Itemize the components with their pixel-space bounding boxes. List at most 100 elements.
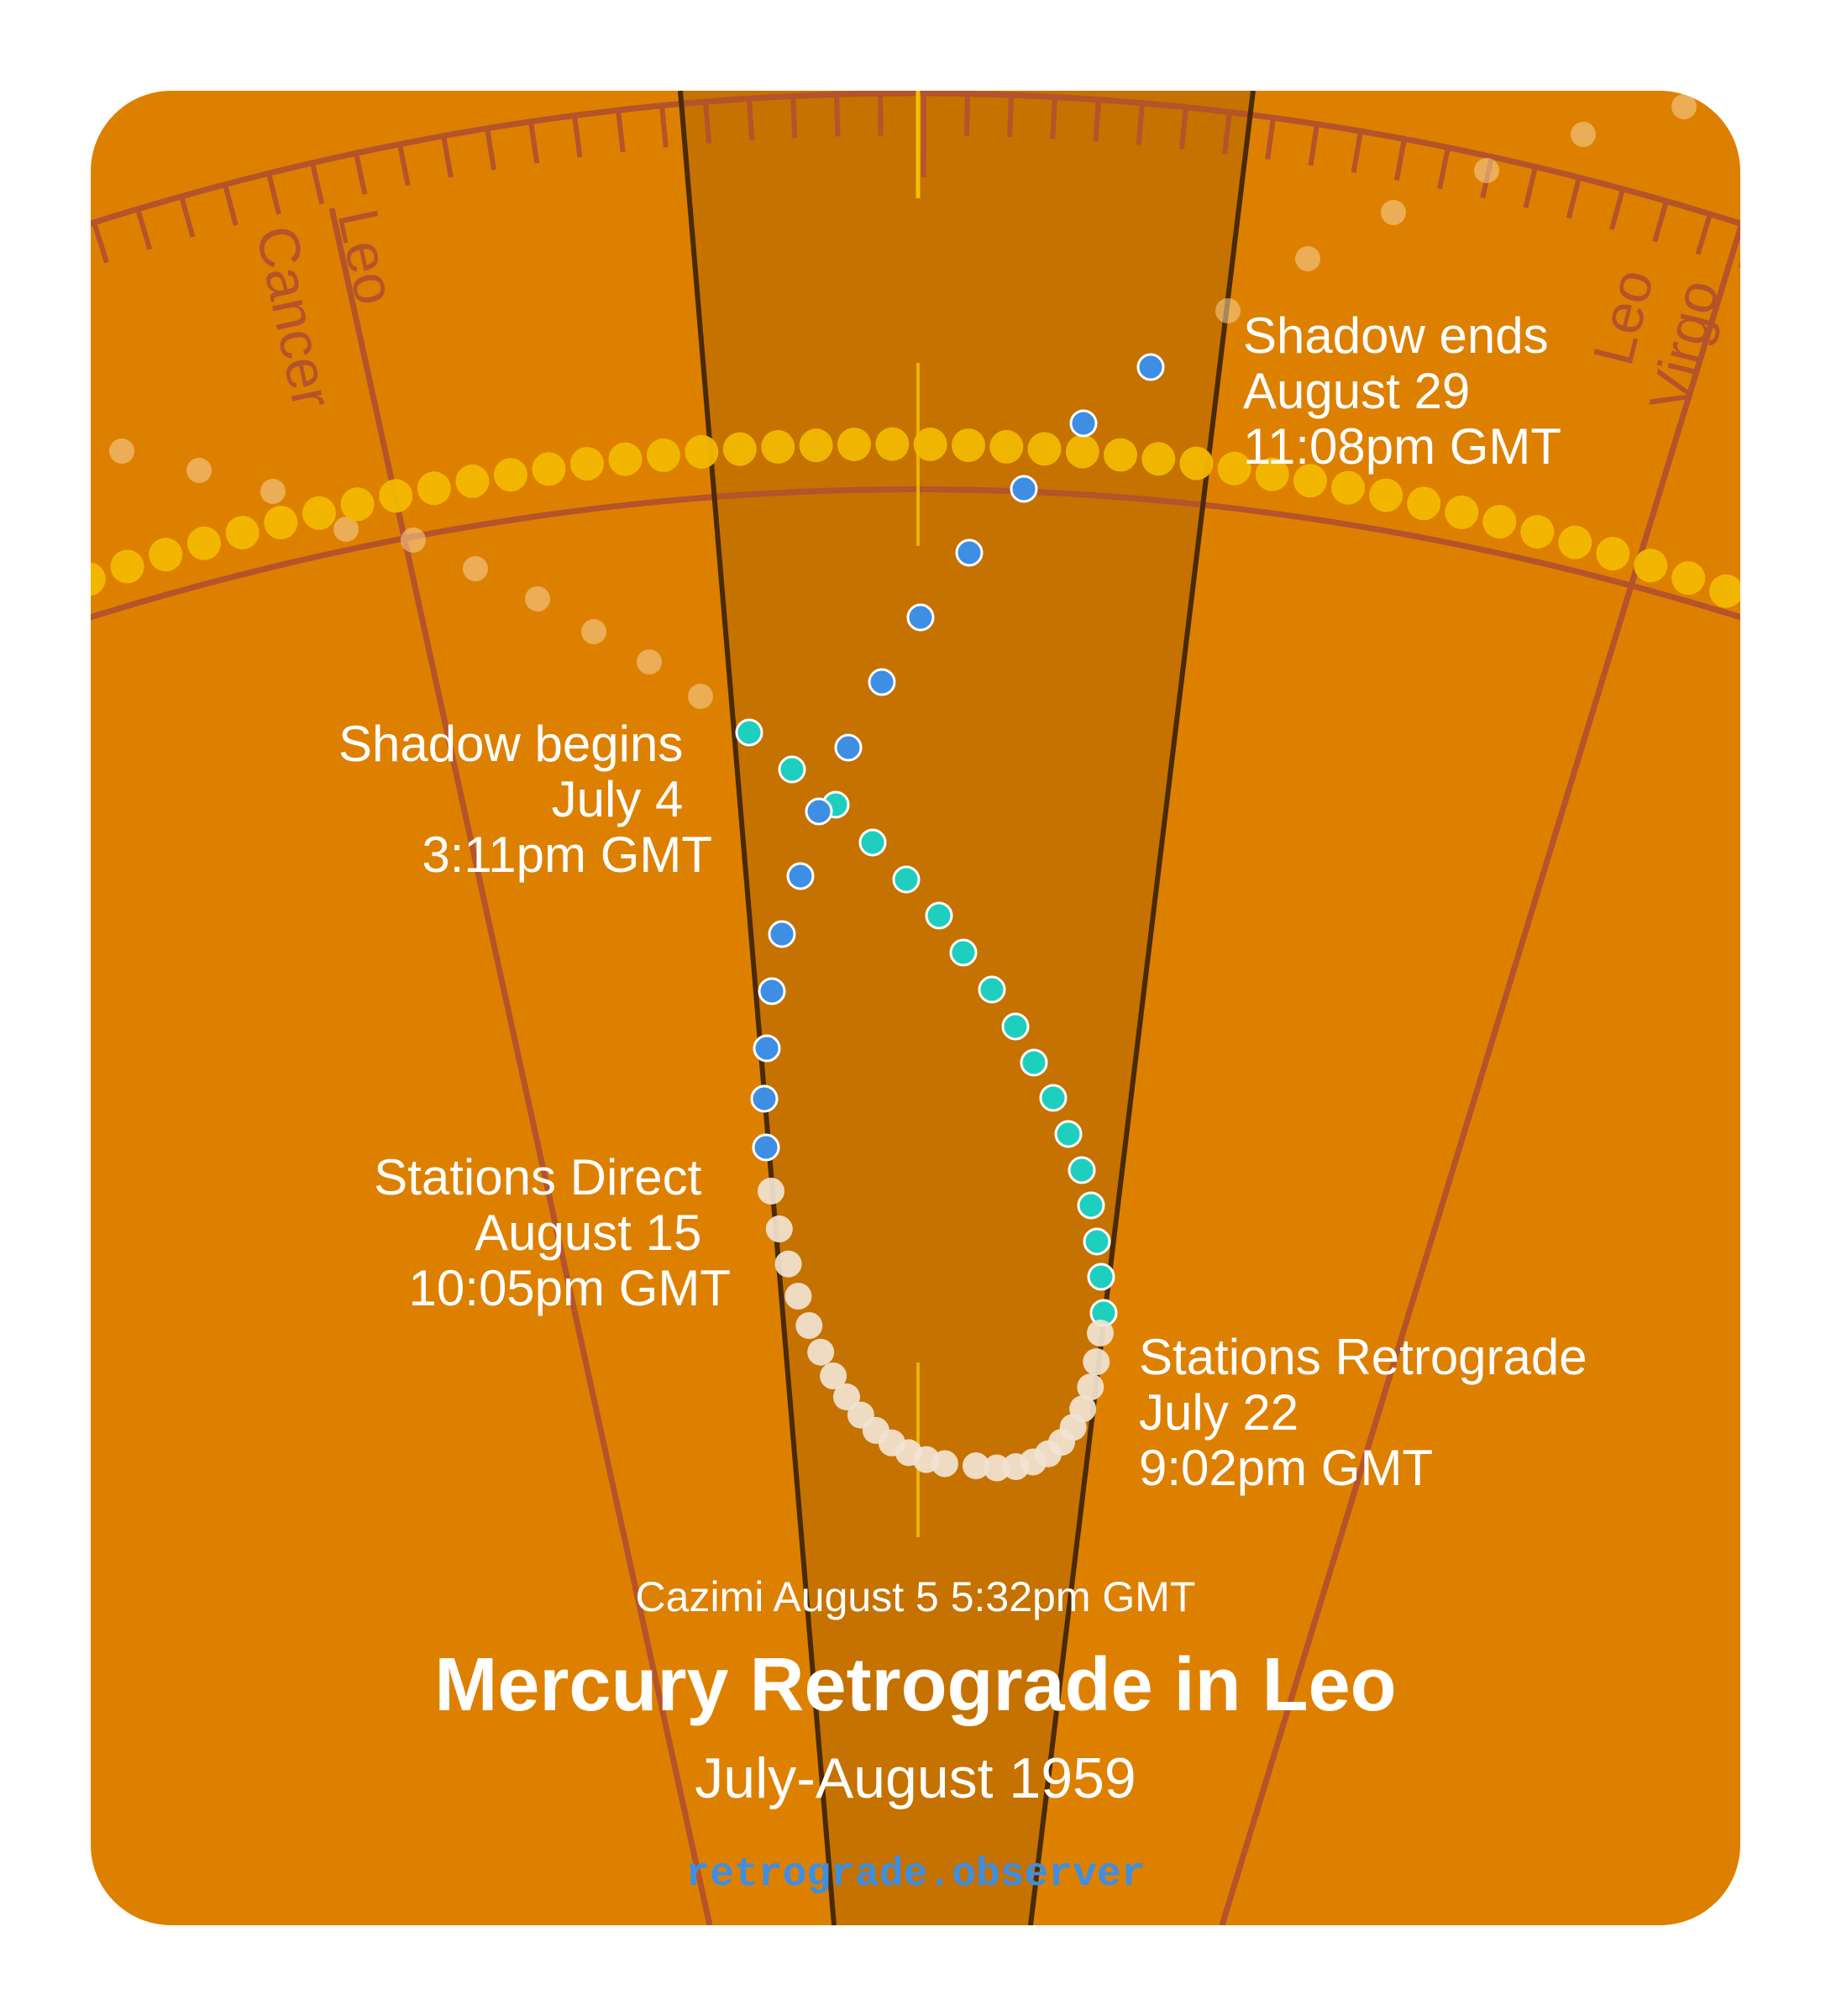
faint-planet-dot [109, 438, 134, 464]
sun-position-dot [1331, 470, 1366, 505]
sun-position-dot [264, 506, 298, 540]
pre-shadow-mercury-dot [1077, 1191, 1105, 1220]
degree-tick [1308, 123, 1319, 166]
sun-position-dot [951, 428, 985, 463]
post-shadow-mercury-dot [1010, 475, 1038, 503]
degree-tick [92, 221, 109, 264]
degree-tick [528, 121, 540, 164]
retrograde-mercury-dot [1002, 1453, 1030, 1481]
degree-tick [354, 152, 368, 195]
sun-position-dot [532, 452, 566, 486]
sun-position-dot [875, 427, 910, 461]
faint-planet-dot [688, 684, 713, 709]
label-stations-retrograde-line3: 9:02pm GMT [1139, 1440, 1433, 1496]
degree-tick [1437, 147, 1451, 190]
degree-tick [1393, 138, 1407, 181]
sun-position-dot [149, 538, 183, 572]
degree-tick [135, 207, 153, 250]
label-stations-direct-line2: August 15 [475, 1205, 701, 1261]
faint-planet-dot [463, 556, 488, 581]
sun-position-dot [1104, 438, 1138, 472]
faint-planet-dot [401, 528, 426, 553]
post-shadow-mercury-dot [1069, 409, 1098, 438]
label-shadow-ends-line1: Shadow ends [1243, 307, 1549, 364]
label-stations-retrograde: Stations Retrograde July 22 9:02pm GMT [1139, 1329, 1601, 1496]
faint-planet-dot [333, 517, 359, 542]
label-stations-retrograde-line2: July 22 [1139, 1384, 1298, 1441]
degree-tick [747, 98, 755, 141]
pre-shadow-mercury-dot [1039, 1084, 1068, 1112]
sun-position-dot [186, 526, 221, 560]
sun-position-dot [1445, 495, 1479, 529]
pre-shadow-mercury-dot [925, 901, 953, 930]
faint-planet-dot [1671, 94, 1697, 119]
sun-position-dot [493, 458, 527, 492]
degree-tick [1351, 130, 1363, 173]
subtitle: July-August 1959 [695, 1746, 1136, 1810]
sun-position-dot [1065, 434, 1099, 469]
retrograde-mercury-dot [774, 1250, 802, 1278]
sun-position-dot [608, 442, 643, 476]
sun-position-dot [1255, 457, 1289, 491]
faint-planet-dot [637, 649, 662, 675]
degree-tick [1695, 213, 1713, 255]
sun-position-dot [1141, 442, 1176, 476]
degree-tick [1523, 165, 1538, 208]
main-title: Mercury Retrograde in Leo [434, 1643, 1396, 1727]
degree-tick [572, 115, 583, 158]
retrograde-mercury-dot [1077, 1373, 1104, 1401]
sun-position-dot [34, 575, 67, 609]
sun-position-dot [1709, 574, 1740, 608]
sun-position-dot [302, 496, 336, 530]
pre-shadow-mercury-dot [1020, 1048, 1048, 1077]
sun-position-dot [1747, 588, 1781, 622]
degree-tick [1136, 102, 1145, 145]
retrograde-mercury-dot [847, 1401, 874, 1429]
pre-shadow-mercury-dot [1001, 1012, 1030, 1041]
pre-shadow-mercury-dot [858, 828, 887, 857]
sun-position-dot [837, 428, 871, 462]
post-shadow-mercury-dot [786, 862, 815, 890]
degree-tick [1178, 107, 1188, 150]
degree-tick [310, 162, 325, 205]
retrograde-mercury-dot [833, 1383, 860, 1410]
label-shadow-ends-line2: August 29 [1243, 363, 1470, 419]
faint-planet-dot [581, 619, 606, 644]
faint-background-dots [109, 94, 1697, 709]
pre-shadow-mercury-dot [778, 755, 806, 784]
sun-position-dot [1671, 561, 1706, 596]
post-shadow-mercury-dot [753, 1034, 781, 1063]
sun-position-dot [1369, 478, 1403, 512]
retrograde-mercury-dot [820, 1362, 847, 1390]
faint-planet-dot [1474, 158, 1499, 183]
sun-position-dot [1027, 432, 1062, 466]
post-shadow-mercury-dot [1136, 353, 1165, 381]
label-shadow-begins: Shadow begins July 4 3:11pm GMT [338, 716, 712, 883]
degree-tick [223, 183, 239, 226]
footer-site-name[interactable]: retrograde.observer [685, 1852, 1145, 1898]
pre-shadow-mercury-dot [1068, 1156, 1096, 1184]
degree-tick [1609, 188, 1625, 231]
retrograde-mercury-dot [784, 1283, 812, 1310]
degree-tick [790, 96, 798, 139]
sun-position-dot [110, 549, 144, 584]
label-shadow-ends: Shadow ends August 29 11:08pm GMT [1243, 307, 1562, 475]
degree-tick [441, 135, 454, 178]
pre-shadow-mercury-dot [1083, 1227, 1111, 1256]
degree-tick [1050, 97, 1057, 139]
pre-shadow-mercury-dot [892, 865, 921, 894]
post-shadow-mercury-dot [752, 1133, 780, 1162]
sun-position-dot [761, 430, 795, 465]
ecliptic-inner-ring [91, 486, 1740, 650]
post-shadow-mercury-dot [758, 977, 786, 1005]
sign-boundary-right [1219, 218, 1740, 1925]
label-stations-direct-line3: 10:05pm GMT [409, 1260, 731, 1316]
retrograde-mercury-dot [765, 1215, 793, 1243]
faint-planet-dot [1571, 122, 1596, 147]
sun-position-dot [989, 429, 1024, 464]
degree-tick [616, 109, 626, 153]
pre-shadow-mercury-dot [1054, 1120, 1083, 1148]
faint-planet-dot [1215, 298, 1241, 323]
sun-position-dot [1179, 446, 1214, 480]
cazimi-caption: Cazimi August 5 5:32pm GMT [636, 1573, 1196, 1620]
